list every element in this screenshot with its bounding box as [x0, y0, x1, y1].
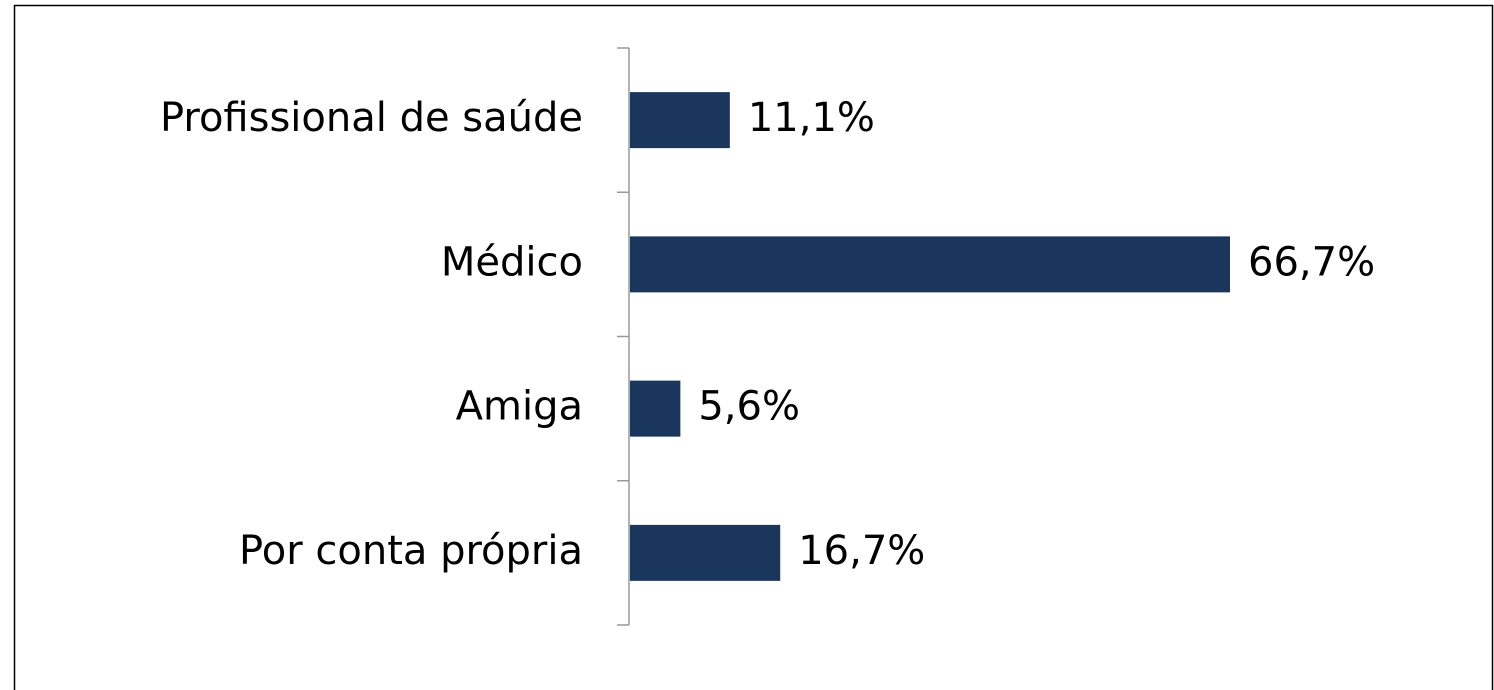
- bar: [630, 92, 730, 149]
- y-tick-label: Amiga: [456, 384, 583, 430]
- data-label: 66,7%: [1248, 239, 1375, 285]
- bar: [630, 236, 1230, 293]
- frame: [13, 4, 1494, 690]
- bar: [630, 380, 681, 437]
- y-tick-label: Médico: [441, 239, 583, 285]
- data-label: 5,6%: [698, 384, 800, 430]
- bar: [630, 524, 781, 581]
- y-tick-label: Por conta própria: [239, 528, 583, 574]
- data-label: 16,7%: [798, 528, 925, 574]
- data-label: 11,1%: [748, 95, 875, 141]
- y-tick-label: Profissional de saúde: [160, 95, 583, 141]
